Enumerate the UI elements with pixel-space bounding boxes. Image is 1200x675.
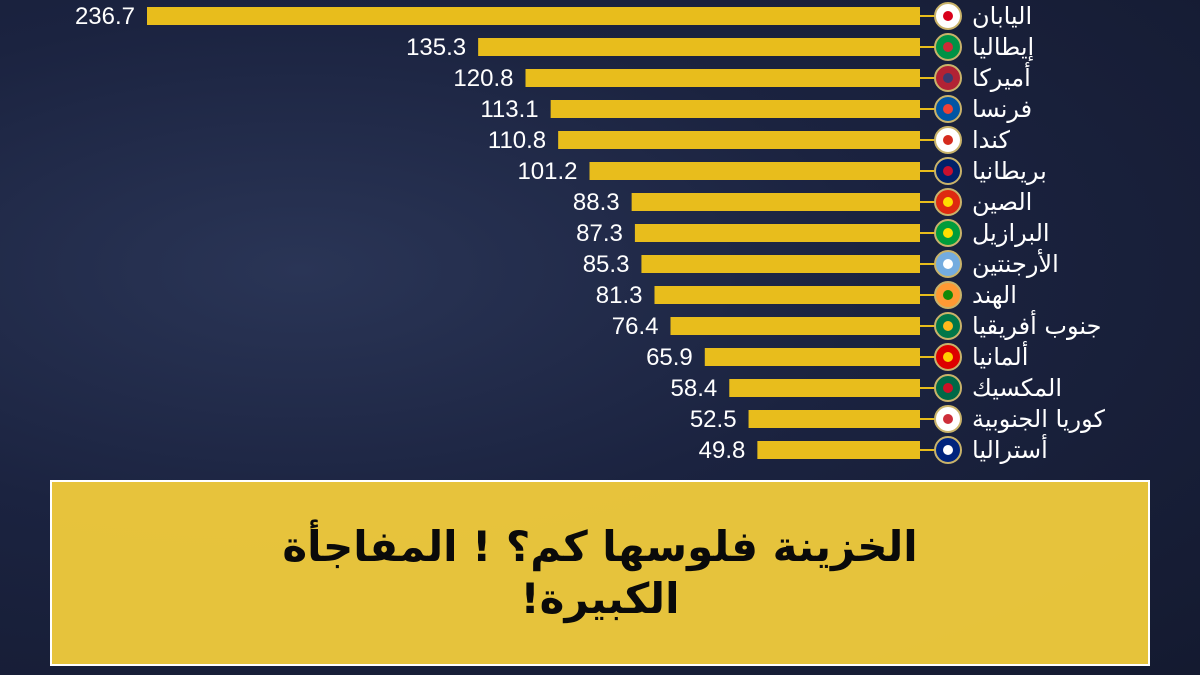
bar (589, 162, 920, 180)
category-label: الأرجنتين (972, 249, 1059, 278)
category-label: جنوب أفريقيا (972, 310, 1101, 340)
bar (654, 286, 920, 304)
category-label: المكسيك (972, 374, 1062, 402)
bar (729, 379, 920, 397)
headline-banner: الخزينة فلوسها كم؟ ! المفاجأة الكبيرة! (50, 480, 1150, 666)
category-label: أميركا (972, 62, 1031, 92)
canada-flag-emblem (943, 135, 953, 145)
value-label: 85.3 (583, 251, 630, 278)
category-label: الصين (972, 188, 1032, 216)
bar (704, 348, 920, 366)
value-label: 113.1 (480, 96, 538, 123)
value-label: 101.2 (517, 158, 577, 185)
india-flag-emblem (943, 290, 953, 300)
bar (525, 69, 920, 87)
value-label: 87.3 (576, 220, 623, 247)
category-label: البرازيل (972, 219, 1050, 247)
category-label: كندا (972, 126, 1011, 154)
australia-flag-emblem (943, 445, 953, 455)
uk-flag-emblem (943, 166, 953, 176)
value-label: 65.9 (646, 344, 693, 371)
italy-flag-emblem (943, 42, 953, 52)
south-africa-flag-emblem (943, 321, 953, 331)
value-label: 88.3 (573, 189, 620, 216)
bar (757, 441, 920, 459)
category-label: إيطاليا (972, 33, 1034, 62)
bar (478, 38, 920, 56)
china-flag-emblem (943, 197, 953, 207)
usa-flag-emblem (943, 73, 953, 83)
brazil-flag-emblem (943, 228, 953, 238)
mexico-flag-emblem (943, 383, 953, 393)
france-flag-emblem (943, 104, 953, 114)
value-label: 110.8 (488, 127, 546, 154)
bar (147, 7, 920, 25)
category-label: فرنسا (972, 95, 1032, 123)
germany-flag-emblem (943, 352, 953, 362)
headline-title: الخزينة فلوسها كم؟ ! المفاجأة الكبيرة! (282, 522, 918, 623)
bar (550, 100, 920, 118)
argentina-flag-emblem (943, 259, 953, 269)
category-label: الهند (972, 281, 1017, 309)
value-label: 135.3 (406, 34, 466, 61)
bar (748, 410, 920, 428)
bar (670, 317, 920, 335)
bar (631, 193, 920, 211)
japan-flag-emblem (943, 11, 953, 21)
category-label: بريطانيا (972, 157, 1047, 185)
bar (641, 255, 920, 273)
value-label: 120.8 (453, 65, 513, 92)
value-label: 52.5 (690, 406, 737, 433)
category-label: كوريا الجنوبية (972, 405, 1106, 433)
south-korea-flag-emblem (943, 414, 953, 424)
category-label: أستراليا (972, 434, 1048, 464)
value-label: 81.3 (596, 282, 643, 309)
bar (634, 224, 920, 242)
value-label: 49.8 (699, 437, 746, 464)
category-label: ألمانيا (972, 341, 1028, 371)
category-label: اليابان (972, 2, 1032, 30)
value-label: 236.7 (75, 3, 135, 30)
value-label: 58.4 (671, 375, 718, 402)
value-label: 76.4 (612, 313, 659, 340)
bar (558, 131, 920, 149)
